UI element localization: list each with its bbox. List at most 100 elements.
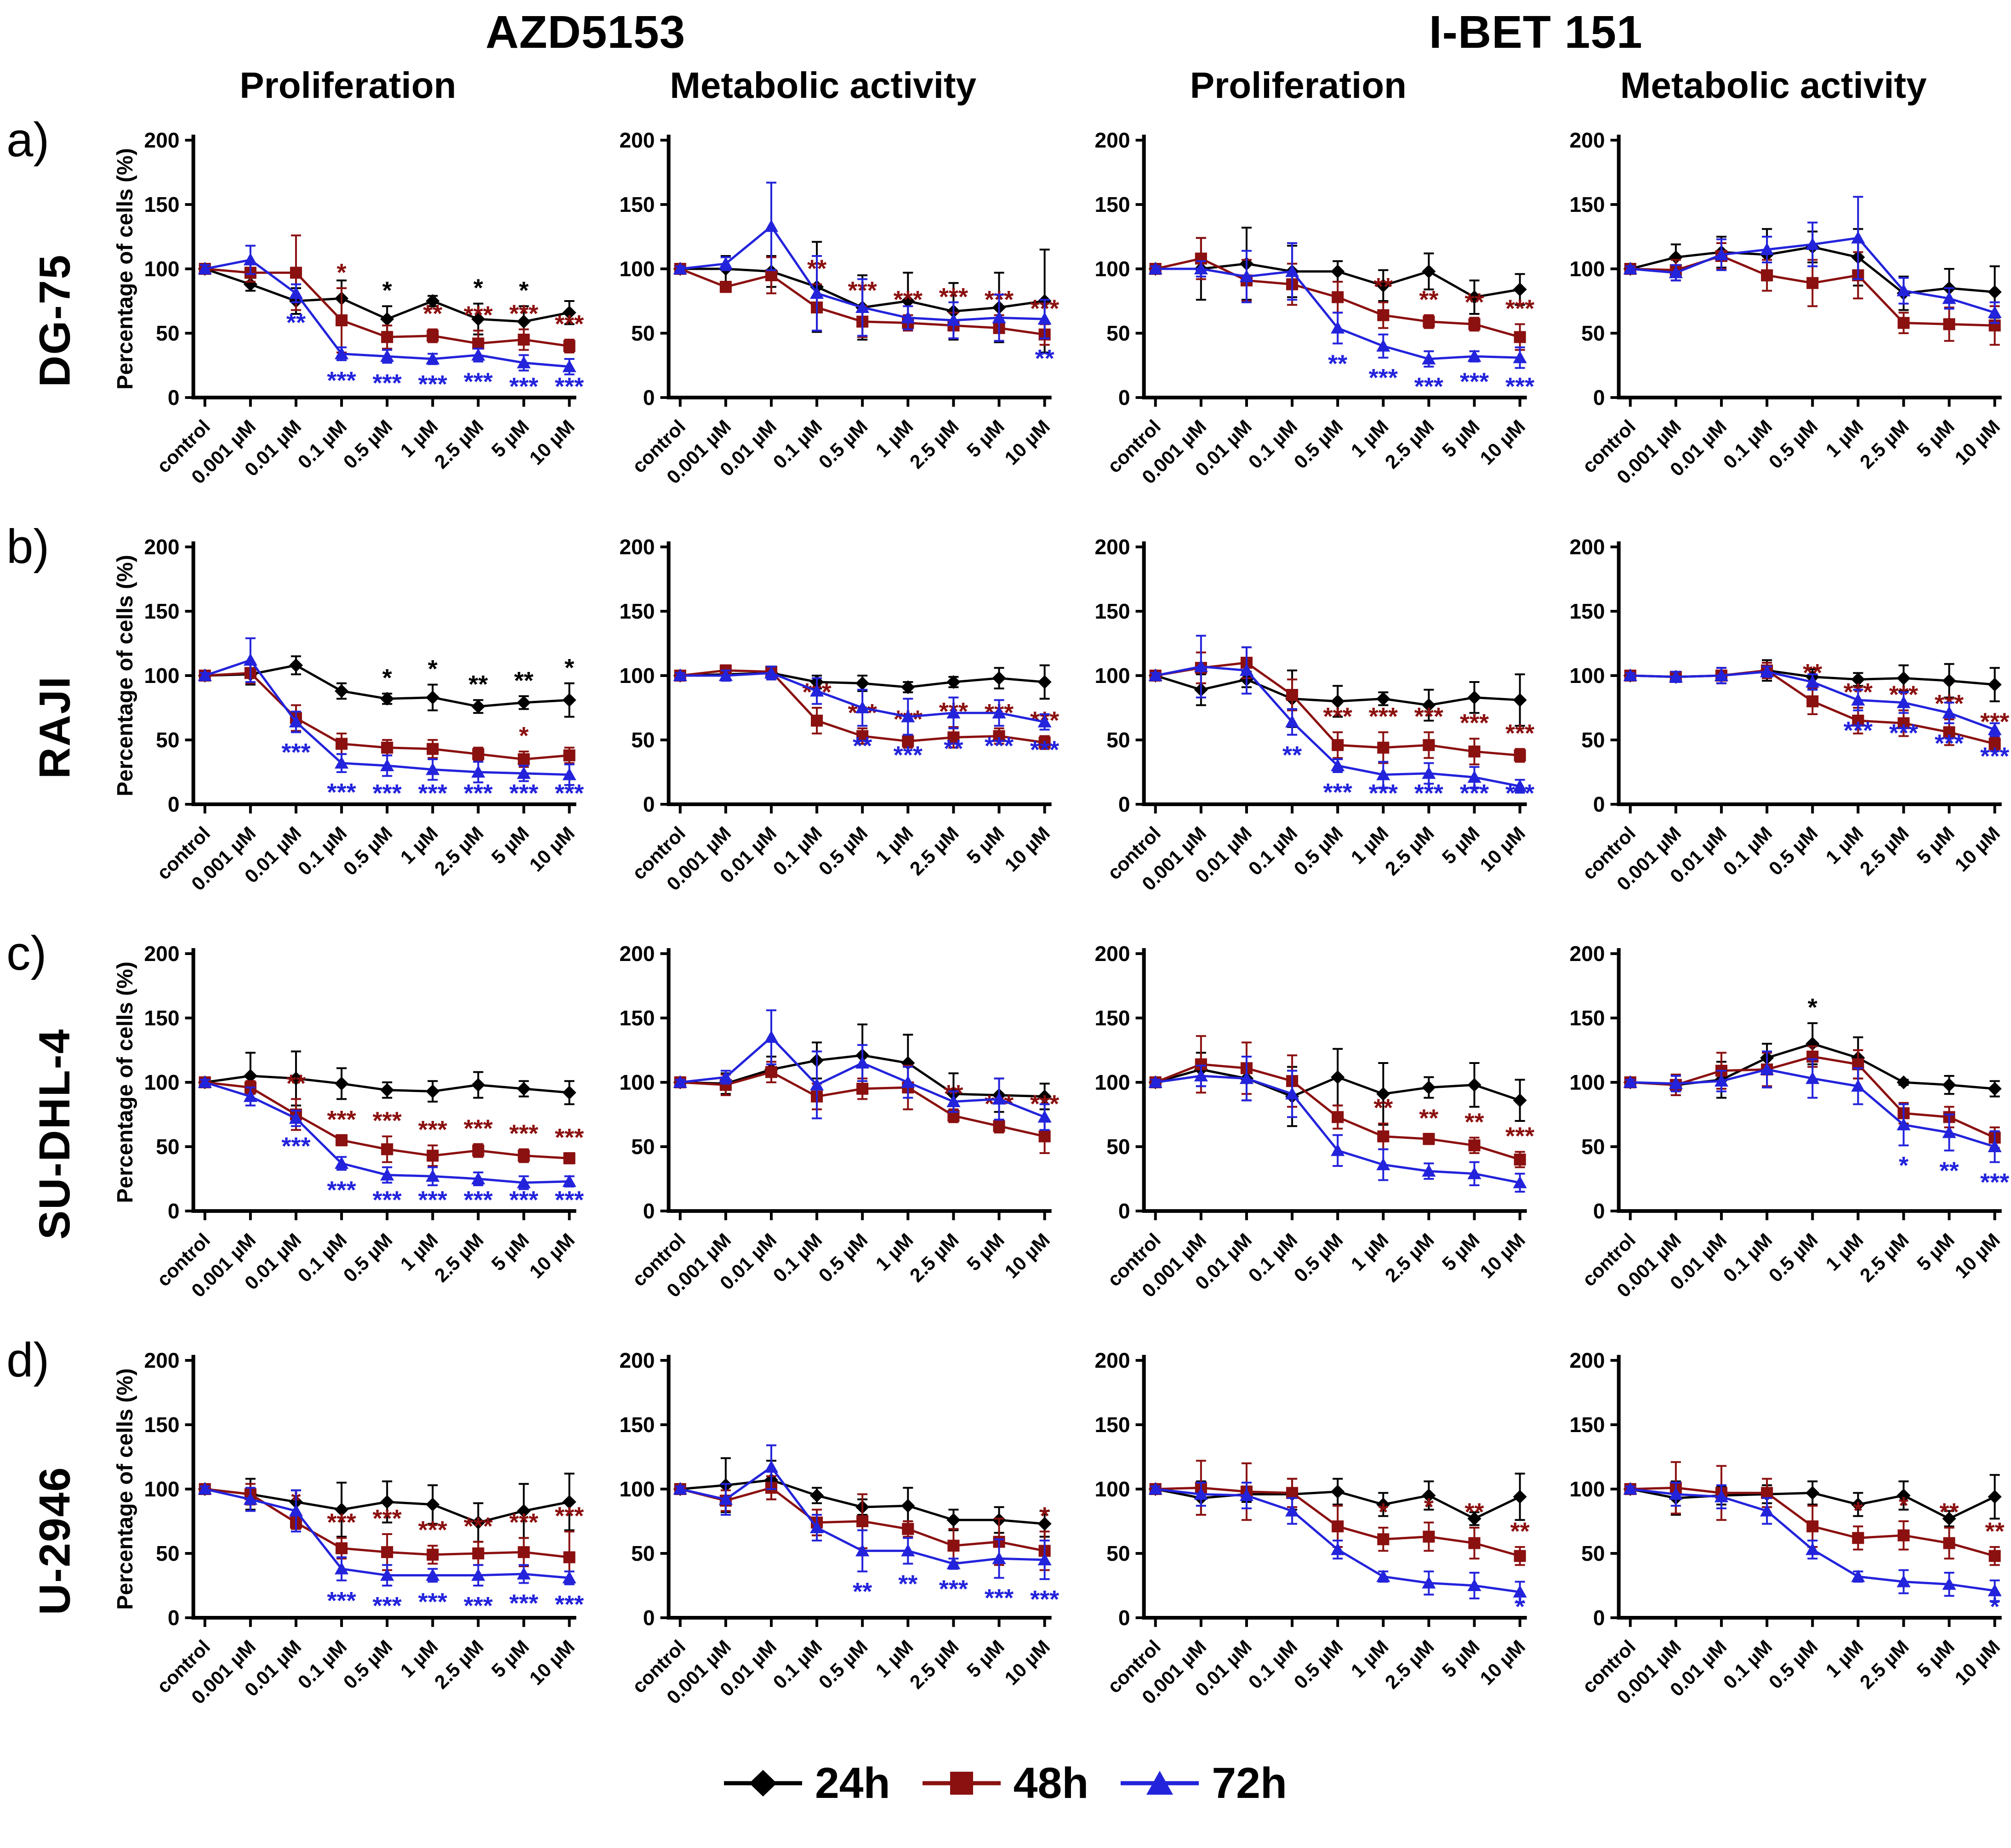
svg-text:2.5 µM: 2.5 µM xyxy=(1380,1229,1438,1286)
svg-text:200: 200 xyxy=(619,942,655,966)
svg-text:0: 0 xyxy=(168,1606,180,1630)
svg-text:2.5 µM: 2.5 µM xyxy=(1380,1636,1438,1693)
svg-text:200: 200 xyxy=(1094,535,1130,559)
svg-text:*: * xyxy=(382,277,392,304)
svg-text:***: *** xyxy=(1414,779,1443,807)
svg-text:*: * xyxy=(337,259,347,286)
svg-text:*: * xyxy=(428,655,438,683)
svg-text:0.1 µM: 0.1 µM xyxy=(1719,822,1777,880)
svg-text:***: *** xyxy=(464,301,493,329)
chart-cell: 0 50 100 150 200 control 0.001 µM 0.01 µM 0.1 µM… xyxy=(586,1337,1061,1744)
svg-text:**: ** xyxy=(286,1069,306,1097)
svg-text:***: *** xyxy=(327,367,356,394)
svg-text:0: 0 xyxy=(643,792,655,816)
svg-text:2.5 µM: 2.5 µM xyxy=(906,822,963,880)
svg-text:100: 100 xyxy=(144,1070,180,1094)
svg-text:***: *** xyxy=(555,373,584,400)
chart-cell: 0 50 100 150 200 control 0.001 µM 0.01 µM 0.1 µM… xyxy=(1536,117,2011,524)
svg-text:0: 0 xyxy=(168,792,180,816)
svg-text:*: * xyxy=(473,274,483,302)
svg-text:***: *** xyxy=(1505,295,1534,322)
svg-text:50: 50 xyxy=(1106,1135,1130,1159)
svg-text:2.5 µM: 2.5 µM xyxy=(1380,822,1438,880)
svg-text:0: 0 xyxy=(1118,1199,1130,1223)
svg-text:***: *** xyxy=(555,1186,584,1214)
svg-text:2.5 µM: 2.5 µM xyxy=(430,415,488,473)
svg-text:***: *** xyxy=(555,310,584,338)
svg-text:10 µM: 10 µM xyxy=(1475,1229,1529,1282)
row-header-a: a) DG-75 xyxy=(0,113,110,524)
svg-text:2.5 µM: 2.5 µM xyxy=(1856,822,1913,880)
svg-text:50: 50 xyxy=(156,1541,179,1565)
svg-text:200: 200 xyxy=(619,1348,655,1372)
svg-text:***: *** xyxy=(1889,719,1918,747)
svg-text:***: *** xyxy=(327,1176,356,1204)
svg-text:0.1 µM: 0.1 µM xyxy=(1719,1636,1777,1693)
panel-letter-d: d) xyxy=(6,1333,50,1387)
svg-text:*: * xyxy=(1899,1152,1908,1179)
row-header-c: c) SU-DHL-4 xyxy=(0,927,110,1337)
cell-line-label-u2946: U-2946 xyxy=(30,1466,80,1615)
svg-text:***: *** xyxy=(373,779,402,807)
svg-text:**: ** xyxy=(1464,1498,1484,1526)
svg-text:2.5 µM: 2.5 µM xyxy=(430,1229,488,1286)
svg-text:0.1 µM: 0.1 µM xyxy=(294,822,351,880)
legend-item-72h: 72h xyxy=(1121,1758,1287,1808)
svg-text:**: ** xyxy=(853,1578,872,1605)
svg-text:***: *** xyxy=(509,1120,538,1148)
svg-text:*: * xyxy=(1899,1492,1908,1519)
svg-text:50: 50 xyxy=(1581,1541,1605,1565)
svg-text:10 µM: 10 µM xyxy=(1000,1636,1054,1689)
panel-letter-c: c) xyxy=(6,927,47,980)
svg-text:0: 0 xyxy=(1593,792,1605,816)
svg-text:***: *** xyxy=(418,1116,447,1143)
svg-text:150: 150 xyxy=(1570,1413,1605,1437)
svg-text:0.5 µM: 0.5 µM xyxy=(814,822,872,880)
svg-text:***: *** xyxy=(373,1107,402,1135)
svg-text:0.5 µM: 0.5 µM xyxy=(1765,822,1822,880)
column-title-proliferation-2: Proliferation xyxy=(1190,65,1407,106)
svg-text:**: ** xyxy=(1328,350,1347,377)
svg-text:***: *** xyxy=(555,1502,584,1530)
row-header-b: b) RAJI xyxy=(0,520,110,931)
svg-text:0.1 µM: 0.1 µM xyxy=(1244,1229,1301,1286)
svg-text:***: *** xyxy=(373,369,402,397)
svg-text:Percentage of cells (%): Percentage of cells (%) xyxy=(113,1368,137,1609)
svg-text:0.1 µM: 0.1 µM xyxy=(769,415,826,473)
svg-text:10 µM: 10 µM xyxy=(525,415,579,469)
svg-text:0.1 µM: 0.1 µM xyxy=(769,822,826,880)
chart-cell: 0 50 100 150 200 control 0.001 µM 0.01 µM 0.1 µM… xyxy=(586,524,1061,931)
svg-text:***: *** xyxy=(1030,736,1059,764)
svg-text:10 µM: 10 µM xyxy=(1951,1636,2005,1689)
svg-text:100: 100 xyxy=(1094,257,1130,281)
svg-text:200: 200 xyxy=(144,128,180,152)
svg-text:10 µM: 10 µM xyxy=(525,1636,579,1689)
column-title-metabolic-1: Metabolic activity xyxy=(670,65,977,106)
svg-text:***: *** xyxy=(327,1508,356,1536)
svg-text:***: *** xyxy=(464,1186,493,1214)
svg-text:150: 150 xyxy=(1570,1006,1605,1030)
panel-letter-a: a) xyxy=(6,113,50,167)
svg-text:150: 150 xyxy=(1094,1413,1130,1437)
svg-text:***: *** xyxy=(555,779,584,807)
svg-text:50: 50 xyxy=(1106,321,1130,345)
svg-text:***: *** xyxy=(373,1186,402,1214)
svg-text:***: *** xyxy=(418,779,447,807)
svg-text:50: 50 xyxy=(631,728,655,752)
cell-line-label-dg75: DG-75 xyxy=(30,254,80,387)
svg-text:150: 150 xyxy=(619,599,655,623)
svg-text:0: 0 xyxy=(643,386,655,409)
svg-text:***: *** xyxy=(509,1186,538,1214)
svg-text:100: 100 xyxy=(144,257,180,281)
svg-text:50: 50 xyxy=(156,728,179,752)
svg-text:***: *** xyxy=(509,1589,538,1617)
svg-text:50: 50 xyxy=(1581,321,1605,345)
svg-text:**: ** xyxy=(944,735,963,762)
chart-cell: 0 50 100 150 200 control 0.001 µM 0.01 µM 0.1 µM… xyxy=(586,117,1061,524)
svg-text:100: 100 xyxy=(1570,664,1605,688)
svg-text:*: * xyxy=(564,654,574,682)
svg-text:*: * xyxy=(1808,994,1817,1021)
